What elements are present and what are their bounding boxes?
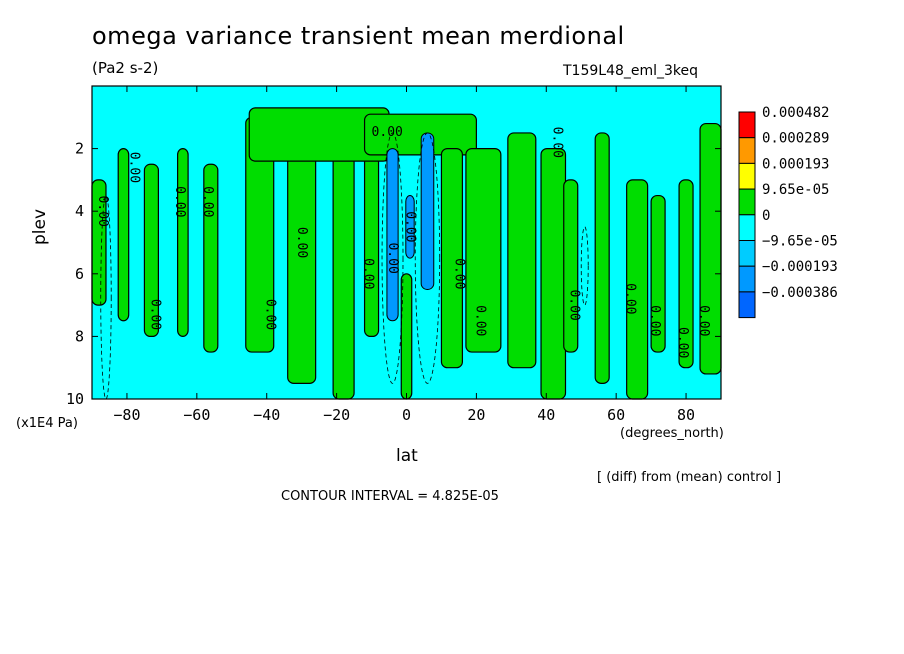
x-tick-label: 40	[537, 406, 555, 424]
colorbar-swatch	[738, 291, 756, 319]
negative-contour	[100, 195, 112, 400]
positive-region	[507, 132, 537, 369]
x-tick-label: 80	[677, 406, 695, 424]
colorbar-swatch	[738, 214, 756, 242]
positive-region	[563, 179, 579, 353]
contour-label: 0.00	[403, 211, 418, 242]
contour-label: 0.00	[472, 305, 487, 336]
contour-label: 0.00	[263, 299, 278, 330]
chart-title: omega variance transient mean merdional	[92, 22, 625, 50]
contour-label: 0.00	[95, 196, 110, 227]
x-tick-label: −60	[183, 406, 210, 424]
colorbar-label: 0.000482	[762, 105, 829, 121]
y-tick-label: 8	[75, 327, 84, 345]
colorbar-label: 9.65e-05	[762, 182, 829, 198]
negative-contour	[414, 132, 441, 384]
contour-label: 0.00	[385, 242, 400, 273]
colorbar: 0.000482 0.000289 0.000193 9.65e-05 0 −9.65e-…	[738, 105, 838, 319]
colorbar-swatch	[738, 265, 756, 293]
positive-region	[143, 163, 159, 337]
contour-label: 0.00	[675, 327, 690, 358]
contour-label: 0.00	[361, 258, 376, 289]
negative-region	[420, 132, 435, 290]
y-tick-label: 2	[75, 140, 84, 158]
diff-note: [ (diff) from (mean) control ]	[597, 470, 782, 485]
axes: −80 −60 −40 −20 0 20 40 60 80 2 4 6 8 10	[66, 85, 722, 424]
x-axis-label: lat	[396, 446, 418, 466]
contour-label: 0.00	[647, 305, 662, 336]
negative-region	[405, 195, 415, 259]
x-tick-label: 20	[467, 406, 485, 424]
contour-label: 0.00	[200, 186, 215, 217]
colorbar-swatch	[738, 111, 756, 139]
colorbar-label: −0.000193	[762, 259, 838, 275]
negative-contour	[381, 132, 404, 384]
contour-label: 0.00	[147, 299, 162, 330]
y-tick-label: 4	[75, 202, 84, 220]
negative-region	[386, 148, 399, 322]
run-id: T159L48_eml_3keq	[563, 63, 699, 79]
x-tick-label: −80	[113, 406, 140, 424]
colorbar-swatch	[738, 188, 756, 216]
y-tick-label: 10	[66, 390, 84, 408]
positive-region	[117, 148, 130, 322]
contour-label: 0.00	[567, 289, 582, 320]
contour-label: 0.00	[696, 305, 711, 336]
contour-label: 0.00	[372, 125, 403, 140]
colorbar-swatch	[738, 137, 756, 164]
positive-region	[177, 148, 189, 338]
positive-region	[203, 163, 219, 353]
positive-region	[650, 194, 666, 353]
contour-label: 0.00	[549, 127, 564, 158]
contour-interval: CONTOUR INTERVAL = 4.825E-05	[281, 489, 499, 504]
negative-contour	[580, 226, 589, 306]
contour-label: 0.00	[172, 186, 187, 217]
x-tick-label: −20	[323, 406, 350, 424]
colorbar-label: 0.000289	[762, 131, 829, 147]
colorbar-label: 0	[762, 208, 770, 224]
positive-region	[400, 273, 413, 400]
x-tick-label: −40	[253, 406, 280, 424]
colorbar-label: 0.000193	[762, 156, 829, 172]
contour-label: 0.00	[623, 283, 638, 314]
positive-region	[540, 148, 567, 400]
positive-region	[594, 132, 610, 384]
contour-field: 0.000.000.000.00 0.000.000.000.00 0.000.00…	[91, 86, 722, 400]
positive-region	[465, 148, 502, 353]
x-axis-units: (degrees_north)	[620, 426, 724, 441]
contour-label: 0.00	[126, 152, 141, 183]
contour-label: 0.00	[294, 227, 309, 258]
positive-region	[678, 179, 694, 369]
contour-label: 0.00	[451, 258, 466, 289]
y-axis-units: (x1E4 Pa)	[16, 416, 78, 431]
colorbar-swatch	[738, 240, 756, 267]
x-tick-label: 60	[607, 406, 625, 424]
positive-region	[440, 148, 464, 369]
colorbar-label: −9.65e-05	[762, 234, 838, 250]
y-tick-label: 6	[75, 265, 84, 283]
y-axis-label: plev	[30, 208, 50, 245]
chart-units: (Pa2 s-2)	[92, 59, 159, 77]
x-tick-label: 0	[402, 406, 411, 424]
positive-region	[332, 132, 355, 400]
colorbar-label: −0.000386	[762, 285, 838, 301]
colorbar-swatch	[738, 162, 756, 190]
